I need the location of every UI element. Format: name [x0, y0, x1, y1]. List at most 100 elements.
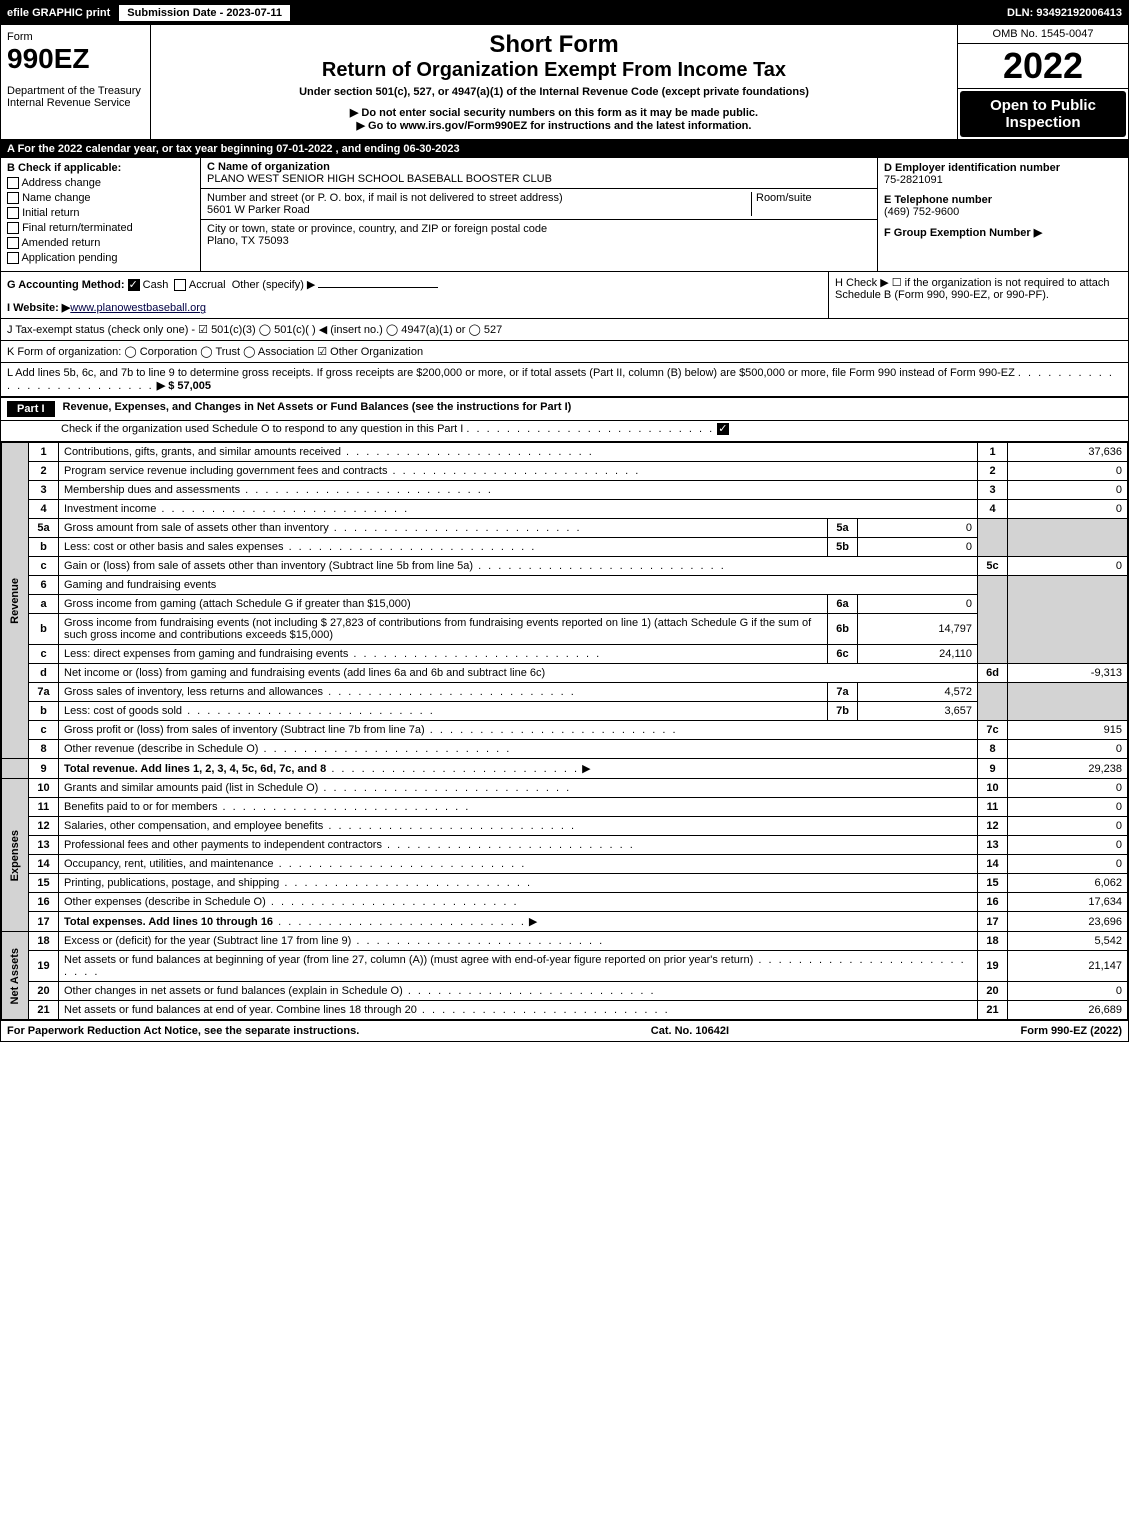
row-18-num: 18 [29, 932, 59, 951]
row-10-amt: 0 [1008, 779, 1128, 798]
part-i-check-line: Check if the organization used Schedule … [1, 421, 1128, 442]
website-link[interactable]: www.planowestbaseball.org [70, 302, 206, 314]
chk-application-pending[interactable]: Application pending [7, 252, 194, 264]
row-6b-midv: 14,797 [858, 614, 978, 645]
row-9-box: 9 [978, 759, 1008, 779]
line-l: L Add lines 5b, 6c, and 7b to line 9 to … [1, 363, 1128, 397]
row-16-amt: 17,634 [1008, 893, 1128, 912]
row-13-text: Professional fees and other payments to … [64, 839, 635, 851]
row-16-num: 16 [29, 893, 59, 912]
other-specify-input[interactable] [318, 287, 438, 288]
row-6-greyamt [1008, 576, 1128, 664]
row-21-amt: 26,689 [1008, 1001, 1128, 1020]
row-5c-text: Gain or (loss) from sale of assets other… [64, 560, 726, 572]
row-7ab-greybox [978, 683, 1008, 721]
row-6-greybox [978, 576, 1008, 664]
footer-mid: Cat. No. 10642I [651, 1025, 729, 1037]
chk-final-return[interactable]: Final return/terminated [7, 222, 194, 234]
city-label: City or town, state or province, country… [207, 223, 547, 235]
row-14-box: 14 [978, 855, 1008, 874]
efile-label: efile GRAPHIC print [7, 7, 110, 19]
row-19-box: 19 [978, 951, 1008, 982]
row-7c-text: Gross profit or (loss) from sales of inv… [64, 724, 678, 736]
header-right: OMB No. 1545-0047 2022 Open to Public In… [958, 25, 1128, 139]
expenses-group-label: Expenses [2, 779, 29, 932]
chk-schedule-o[interactable] [717, 423, 729, 435]
row-21-num: 21 [29, 1001, 59, 1020]
chk-address-change[interactable]: Address change [7, 177, 194, 189]
street-label: Number and street (or P. O. box, if mail… [207, 192, 563, 204]
row-6b-text: Gross income from fundraising events (no… [59, 614, 828, 645]
footer-left: For Paperwork Reduction Act Notice, see … [7, 1025, 359, 1037]
row-5ab-greybox [978, 519, 1008, 557]
row-8-text: Other revenue (describe in Schedule O) [64, 743, 511, 755]
row-7b-mid: 7b [828, 702, 858, 721]
row-7b-midv: 3,657 [858, 702, 978, 721]
chk-name-change[interactable]: Name change [7, 192, 194, 204]
open-public-badge: Open to Public Inspection [960, 91, 1126, 137]
row-6d-box: 6d [978, 664, 1008, 683]
form-number: 990EZ [7, 43, 144, 75]
row-19-num: 19 [29, 951, 59, 982]
row-20-box: 20 [978, 982, 1008, 1001]
row-6-num: 6 [29, 576, 59, 595]
row-21-text: Net assets or fund balances at end of ye… [64, 1004, 670, 1016]
chk-cash[interactable] [128, 279, 140, 291]
row-5c-num: c [29, 557, 59, 576]
group-exemption-label: F Group Exemption Number ▶ [884, 227, 1042, 239]
row-19-text: Net assets or fund balances at beginning… [64, 954, 966, 978]
row-3-text: Membership dues and assessments [64, 484, 493, 496]
row-6b-num: b [29, 614, 59, 645]
row-4-num: 4 [29, 500, 59, 519]
under-section: Under section 501(c), 527, or 4947(a)(1)… [157, 86, 951, 98]
tel-value: (469) 752-9600 [884, 206, 959, 218]
g-label: G Accounting Method: [7, 279, 125, 291]
part-i-badge: Part I [7, 401, 55, 417]
cash-label: Cash [143, 279, 169, 291]
row-14-num: 14 [29, 855, 59, 874]
dept-label: Department of the Treasury [7, 85, 144, 97]
section-c: C Name of organization PLANO WEST SENIOR… [201, 158, 878, 272]
chk-initial-return[interactable]: Initial return [7, 207, 194, 219]
row-12-num: 12 [29, 817, 59, 836]
row-5c-amt: 0 [1008, 557, 1128, 576]
row-3-num: 3 [29, 481, 59, 500]
omb-number: OMB No. 1545-0047 [958, 25, 1128, 44]
row-2-amt: 0 [1008, 462, 1128, 481]
line-j: J Tax-exempt status (check only one) - ☑… [1, 319, 1128, 341]
row-20-num: 20 [29, 982, 59, 1001]
row-8-amt: 0 [1008, 740, 1128, 759]
row-5b-mid: 5b [828, 538, 858, 557]
row-16-text: Other expenses (describe in Schedule O) [64, 896, 519, 908]
goto-link[interactable]: ▶ Go to www.irs.gov/Form990EZ for instru… [157, 119, 951, 132]
row-12-box: 12 [978, 817, 1008, 836]
tax-year: 2022 [958, 44, 1128, 89]
row-7c-amt: 915 [1008, 721, 1128, 740]
footer-right: Form 990-EZ (2022) [1021, 1025, 1122, 1037]
row-11-amt: 0 [1008, 798, 1128, 817]
row-21-box: 21 [978, 1001, 1008, 1020]
row-11-text: Benefits paid to or for members [64, 801, 470, 813]
line-a: A For the 2022 calendar year, or tax yea… [1, 140, 1128, 158]
row-2-box: 2 [978, 462, 1008, 481]
row-11-num: 11 [29, 798, 59, 817]
header-center: Short Form Return of Organization Exempt… [151, 25, 958, 139]
row-5a-mid: 5a [828, 519, 858, 538]
row-10-text: Grants and similar amounts paid (list in… [64, 782, 571, 794]
row-1-text: Contributions, gifts, grants, and simila… [64, 446, 594, 458]
row-1-amt: 37,636 [1008, 443, 1128, 462]
row-15-box: 15 [978, 874, 1008, 893]
chk-accrual[interactable] [174, 279, 186, 291]
row-13-box: 13 [978, 836, 1008, 855]
form-word: Form [7, 31, 144, 43]
row-6d-amt: -9,313 [1008, 664, 1128, 683]
row-14-text: Occupancy, rent, utilities, and maintena… [64, 858, 526, 870]
row-13-amt: 0 [1008, 836, 1128, 855]
row-10-num: 10 [29, 779, 59, 798]
row-5c-box: 5c [978, 557, 1008, 576]
row-9-num: 9 [29, 759, 59, 779]
row-7a-num: 7a [29, 683, 59, 702]
row-7a-text: Gross sales of inventory, less returns a… [64, 686, 576, 698]
chk-amended-return[interactable]: Amended return [7, 237, 194, 249]
dln-label: DLN: 93492192006413 [1007, 7, 1122, 19]
